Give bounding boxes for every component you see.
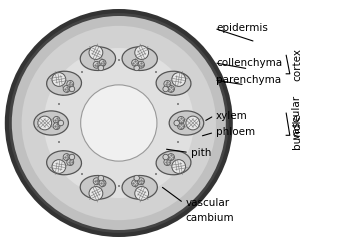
Text: phloem: phloem <box>216 127 255 137</box>
Ellipse shape <box>69 154 75 160</box>
Ellipse shape <box>177 116 184 123</box>
Ellipse shape <box>34 111 68 135</box>
Ellipse shape <box>134 65 139 71</box>
Ellipse shape <box>89 46 103 60</box>
Ellipse shape <box>167 154 174 161</box>
Ellipse shape <box>174 120 180 126</box>
Ellipse shape <box>80 47 116 71</box>
Ellipse shape <box>22 26 216 220</box>
Ellipse shape <box>93 61 100 68</box>
Ellipse shape <box>163 86 168 92</box>
Ellipse shape <box>47 71 81 95</box>
Text: cambium: cambium <box>185 213 234 223</box>
Ellipse shape <box>138 61 144 68</box>
Ellipse shape <box>156 71 191 95</box>
Ellipse shape <box>132 180 139 187</box>
Ellipse shape <box>167 85 174 92</box>
Ellipse shape <box>81 85 157 161</box>
Text: xylem: xylem <box>216 111 248 121</box>
Ellipse shape <box>93 178 100 185</box>
Ellipse shape <box>169 111 204 135</box>
Ellipse shape <box>98 65 104 71</box>
Text: epidermis: epidermis <box>216 23 268 33</box>
Ellipse shape <box>98 175 104 181</box>
Ellipse shape <box>67 80 74 87</box>
Ellipse shape <box>99 59 106 66</box>
Ellipse shape <box>7 11 231 235</box>
Ellipse shape <box>177 123 184 130</box>
Ellipse shape <box>44 48 194 198</box>
Ellipse shape <box>134 175 139 181</box>
Text: vascular: vascular <box>292 95 302 139</box>
Ellipse shape <box>172 160 186 173</box>
Text: bundle: bundle <box>292 113 302 149</box>
Text: collenchyma: collenchyma <box>216 58 282 68</box>
Ellipse shape <box>58 120 64 126</box>
Text: cortex: cortex <box>292 48 302 81</box>
Ellipse shape <box>53 123 60 130</box>
Text: pith: pith <box>191 148 211 157</box>
Ellipse shape <box>38 116 51 130</box>
Text: vascular: vascular <box>185 198 230 208</box>
Ellipse shape <box>63 154 70 161</box>
Ellipse shape <box>135 186 149 200</box>
Ellipse shape <box>63 85 70 92</box>
Ellipse shape <box>47 151 81 175</box>
Ellipse shape <box>122 175 157 199</box>
Ellipse shape <box>172 73 186 86</box>
Ellipse shape <box>99 180 106 187</box>
Ellipse shape <box>52 160 66 173</box>
Ellipse shape <box>12 16 226 230</box>
Ellipse shape <box>122 47 157 71</box>
Ellipse shape <box>67 159 74 166</box>
Ellipse shape <box>163 154 168 160</box>
Text: parenchyma: parenchyma <box>216 75 281 85</box>
Ellipse shape <box>135 46 149 60</box>
Ellipse shape <box>80 175 116 199</box>
Ellipse shape <box>164 80 171 87</box>
Ellipse shape <box>89 186 103 200</box>
Ellipse shape <box>164 159 171 166</box>
Ellipse shape <box>186 116 200 130</box>
Ellipse shape <box>156 151 191 175</box>
Ellipse shape <box>52 73 66 86</box>
Ellipse shape <box>69 86 75 92</box>
Ellipse shape <box>138 178 144 185</box>
Ellipse shape <box>53 116 60 123</box>
Ellipse shape <box>132 59 139 66</box>
